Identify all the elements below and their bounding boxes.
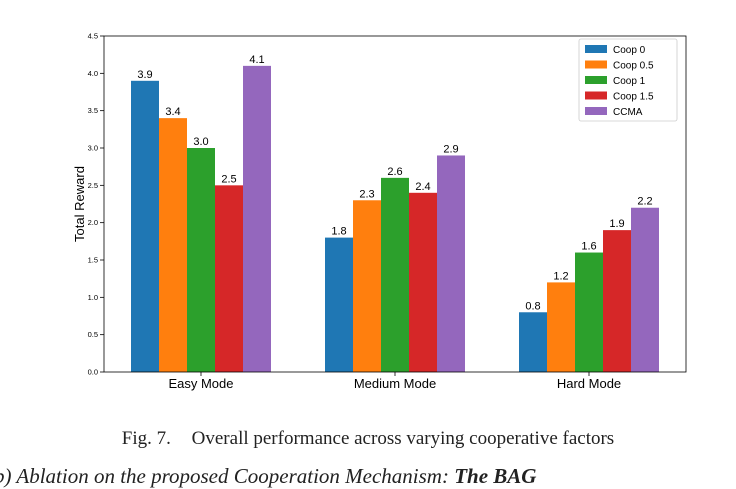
legend-label: CCMA xyxy=(613,107,643,118)
x-tick-label: Easy Mode xyxy=(168,376,233,391)
legend-label: Coop 1 xyxy=(613,76,646,87)
bar xyxy=(131,80,159,373)
bar-value-label: 2.5 xyxy=(221,173,236,185)
bar xyxy=(519,312,547,372)
bar-value-label: 1.2 xyxy=(553,270,568,282)
bar xyxy=(159,118,187,372)
legend-label: Coop 1.5 xyxy=(613,92,654,103)
bar xyxy=(603,230,631,372)
y-axis-label: Total Reward xyxy=(72,166,87,242)
body-text-part2: The BAG xyxy=(454,464,537,488)
bar xyxy=(547,282,575,372)
y-tick-label: 3.0 xyxy=(88,144,98,153)
bar-value-label: 2.2 xyxy=(637,196,652,208)
bar xyxy=(215,185,243,372)
x-axis: Easy Mode Medium Mode Hard Mode xyxy=(168,372,621,391)
bar xyxy=(243,65,271,372)
bar-chart: 0.0 0.5 1.0 1.5 2.0 2.5 3.0 3.5 4.0 4.5 3.9 3.4 3.0… xyxy=(72,32,687,391)
y-axis: 0.0 0.5 1.0 1.5 2.0 2.5 3.0 3.5 4.0 4.5 xyxy=(88,32,104,377)
bar xyxy=(325,237,353,372)
y-tick-label: 0.5 xyxy=(88,330,98,339)
bar-value-label: 2.9 xyxy=(443,143,458,155)
y-tick-label: 0.0 xyxy=(88,368,98,377)
figure-caption-text: Overall performance across varying coope… xyxy=(191,428,615,449)
bar-value-label: 2.3 xyxy=(359,188,374,200)
bar-value-label: 3.4 xyxy=(165,106,180,118)
bar-value-label: 2.4 xyxy=(415,181,430,193)
y-tick-label: 2.0 xyxy=(88,218,98,227)
bar xyxy=(631,207,659,372)
bar-value-label: 1.9 xyxy=(609,218,624,230)
legend-swatch xyxy=(585,107,607,115)
y-tick-label: 3.5 xyxy=(88,106,98,115)
bar xyxy=(437,155,465,372)
value-labels: 3.9 3.4 3.0 2.5 4.1 1.8 2.3 2.6 2.4 2.9 0.8 1.2 1.6 1… xyxy=(137,54,652,312)
bar-value-label: 3.0 xyxy=(193,136,208,148)
bar xyxy=(187,148,215,372)
legend-swatch xyxy=(585,45,607,53)
y-tick-label: 4.5 xyxy=(88,32,98,41)
body-text-part1: b) Ablation on the proposed Cooperation … xyxy=(0,464,455,488)
bar-value-label: 4.1 xyxy=(249,54,264,66)
bar-value-label: 2.6 xyxy=(387,166,402,178)
legend-label: Coop 0 xyxy=(613,45,646,56)
figure-caption-label: Fig. 7. xyxy=(121,428,171,449)
y-tick-label: 1.5 xyxy=(88,256,98,265)
bars xyxy=(131,65,659,373)
legend-box xyxy=(578,38,678,122)
body-text-cut: b) Ablation on the proposed Cooperation … xyxy=(0,464,536,489)
y-tick-label: 4.0 xyxy=(88,69,98,78)
bar xyxy=(575,252,603,372)
figure-caption: Fig. 7. Overall performance across varyi… xyxy=(0,428,736,450)
bar xyxy=(409,192,437,372)
legend-swatch xyxy=(585,91,607,100)
bar xyxy=(353,200,381,372)
bar xyxy=(381,177,409,372)
x-tick-label: Hard Mode xyxy=(557,376,621,391)
bar-value-label: 1.8 xyxy=(331,226,346,238)
bar-value-label: 0.8 xyxy=(525,300,540,312)
y-tick-label: 1.0 xyxy=(88,293,98,302)
bar-value-label: 1.6 xyxy=(581,241,596,253)
legend-swatch xyxy=(585,76,607,84)
x-tick-label: Medium Mode xyxy=(354,376,436,391)
y-tick-label: 2.5 xyxy=(88,181,98,190)
legend-swatch xyxy=(585,60,607,69)
bar-value-label: 3.9 xyxy=(137,69,152,81)
plot-frame xyxy=(103,35,687,373)
legend-label: Coop 0.5 xyxy=(613,61,654,72)
legend: Coop 0 Coop 0.5 Coop 1 Coop 1.5 CCMA xyxy=(578,38,678,122)
